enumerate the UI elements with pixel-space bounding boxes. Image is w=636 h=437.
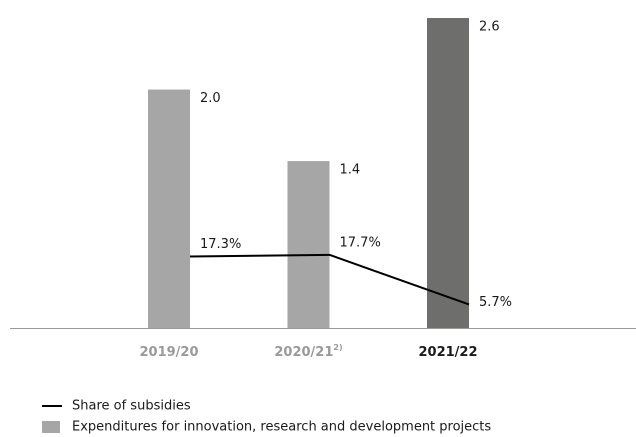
bar [427,18,469,328]
bar [287,161,330,328]
footnote-marker: 2) [333,343,342,352]
x-tick-label: 2021/22 [418,345,477,360]
category-text: 2020/21 [274,345,333,360]
bar-value-label: 1.4 [340,163,361,178]
line-value-label: 17.3% [200,237,241,252]
category-text: 2021/22 [418,345,477,360]
line-value-label: 17.7% [340,235,381,250]
line-value-label: 5.7% [479,295,512,310]
bar-value-label: 2.6 [479,20,500,35]
x-tick-label: 2020/212) [274,343,342,360]
category-text: 2019/20 [139,345,198,360]
legend-swatch [42,421,60,433]
bar [148,89,190,329]
bar-value-label: 2.0 [200,91,221,106]
legend-label: Expenditures for innovation, research an… [72,420,491,435]
legend-label: Share of subsidies [72,399,191,414]
line [189,253,470,306]
x-tick-label: 2019/20 [139,345,198,360]
